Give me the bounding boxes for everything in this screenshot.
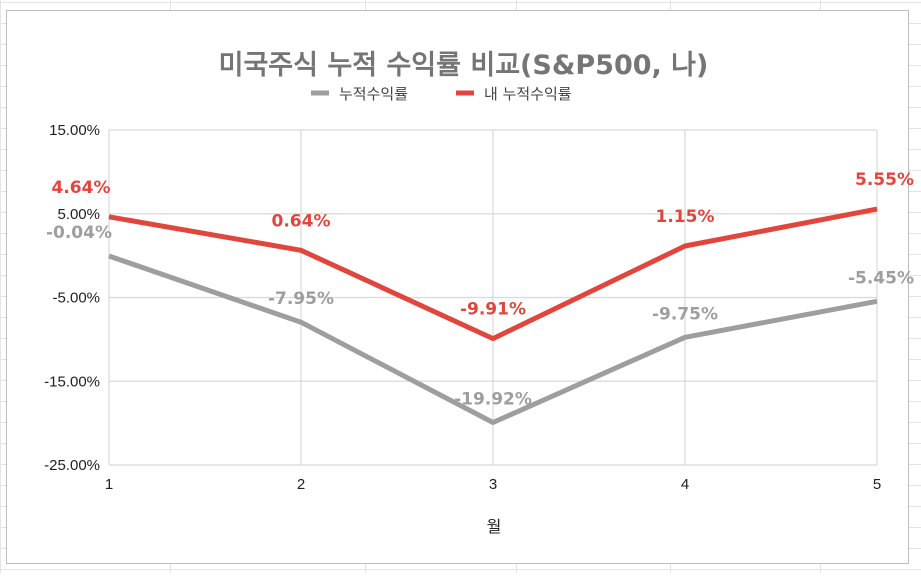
x-tick-label: 1 bbox=[105, 476, 113, 493]
data-label-2-2: 0.64% bbox=[272, 211, 331, 231]
data-label-2-5: 5.55% bbox=[855, 170, 914, 190]
data-label-2-3: -9.91% bbox=[460, 300, 526, 320]
x-tick-label: 2 bbox=[297, 476, 305, 493]
legend-label-1: 누적수익률 bbox=[339, 85, 408, 103]
y-tick-label: -15.00% bbox=[44, 373, 100, 390]
legend-label-2: 내 누적수익률 bbox=[484, 85, 572, 103]
x-tick-label: 4 bbox=[681, 476, 689, 493]
data-label-1-5: -5.45% bbox=[848, 268, 914, 288]
y-tick-label: -5.00% bbox=[52, 290, 100, 307]
data-label-1-1: -0.04% bbox=[46, 223, 112, 243]
data-label-2-1: 4.64% bbox=[52, 178, 111, 198]
x-tick-label: 5 bbox=[873, 476, 881, 493]
x-axis-title: 월 bbox=[487, 517, 502, 536]
data-label-1-3: -19.92% bbox=[454, 389, 532, 409]
chart-title: 미국주식 누적 수익률 비교(S&P500, 나) bbox=[218, 50, 709, 81]
y-tick-label: 5.00% bbox=[57, 206, 100, 223]
data-label-1-4: -9.75% bbox=[652, 304, 718, 324]
y-tick-label: 15.00% bbox=[49, 122, 100, 139]
line-chart: 15.00% 5.00% -5.00% -15.00% -25.00% 1 2 3 4 5 월 누적수… bbox=[44, 85, 914, 536]
y-tick-label: -25.00% bbox=[44, 457, 100, 474]
series-line-2 bbox=[108, 206, 878, 342]
x-tick-label: 3 bbox=[489, 476, 497, 493]
series-line-1 bbox=[108, 253, 878, 425]
chart-card[interactable]: 미국주식 누적 수익률 비교(S&P500, 나) 15.00% 5.00% -5.… bbox=[6, 10, 914, 564]
data-label-2-4: 1.15% bbox=[656, 207, 715, 227]
data-label-1-2: -7.95% bbox=[268, 289, 334, 309]
